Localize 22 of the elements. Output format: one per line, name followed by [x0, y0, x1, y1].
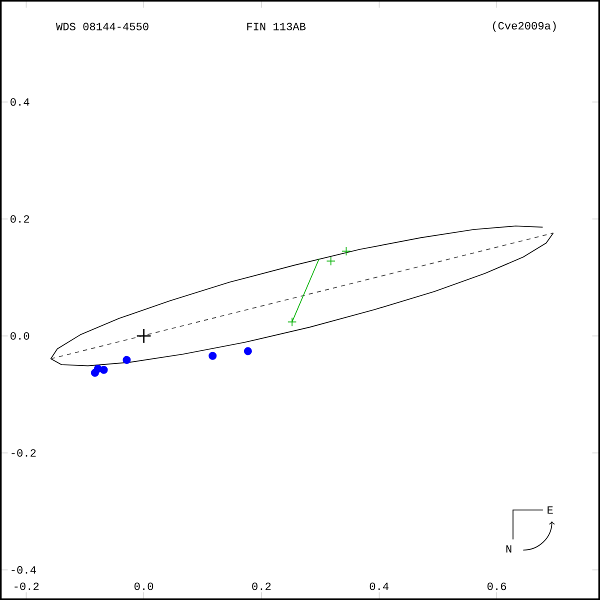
- point: [342, 246, 351, 256]
- point: [326, 256, 336, 266]
- text: FIN 113AB: [247, 22, 306, 30]
- y-tick-label: 0.4: [10, 98, 30, 106]
- annotation: E: [548, 506, 553, 514]
- point: [287, 317, 297, 326]
- point: [136, 328, 152, 344]
- x-tick-label: 0.0: [134, 582, 154, 590]
- text: WDS 08144-4550: [56, 22, 148, 30]
- y-tick-label: 0.0: [10, 332, 30, 340]
- y-tick-label: 0.2: [10, 215, 30, 223]
- point: [244, 347, 252, 356]
- point: [122, 356, 131, 364]
- annotation: N: [506, 545, 512, 553]
- y-tick-label: -0.2: [12, 449, 36, 457]
- x-tick-label: 0.6: [488, 582, 506, 590]
- point: [208, 352, 217, 360]
- x-tick-label: 0.4: [370, 582, 389, 590]
- y-tick-label: -0.4: [12, 566, 36, 574]
- x-tick-label: 0.2: [252, 582, 271, 590]
- annotation: (Cve2009a): [492, 21, 556, 32]
- point: [100, 366, 108, 374]
